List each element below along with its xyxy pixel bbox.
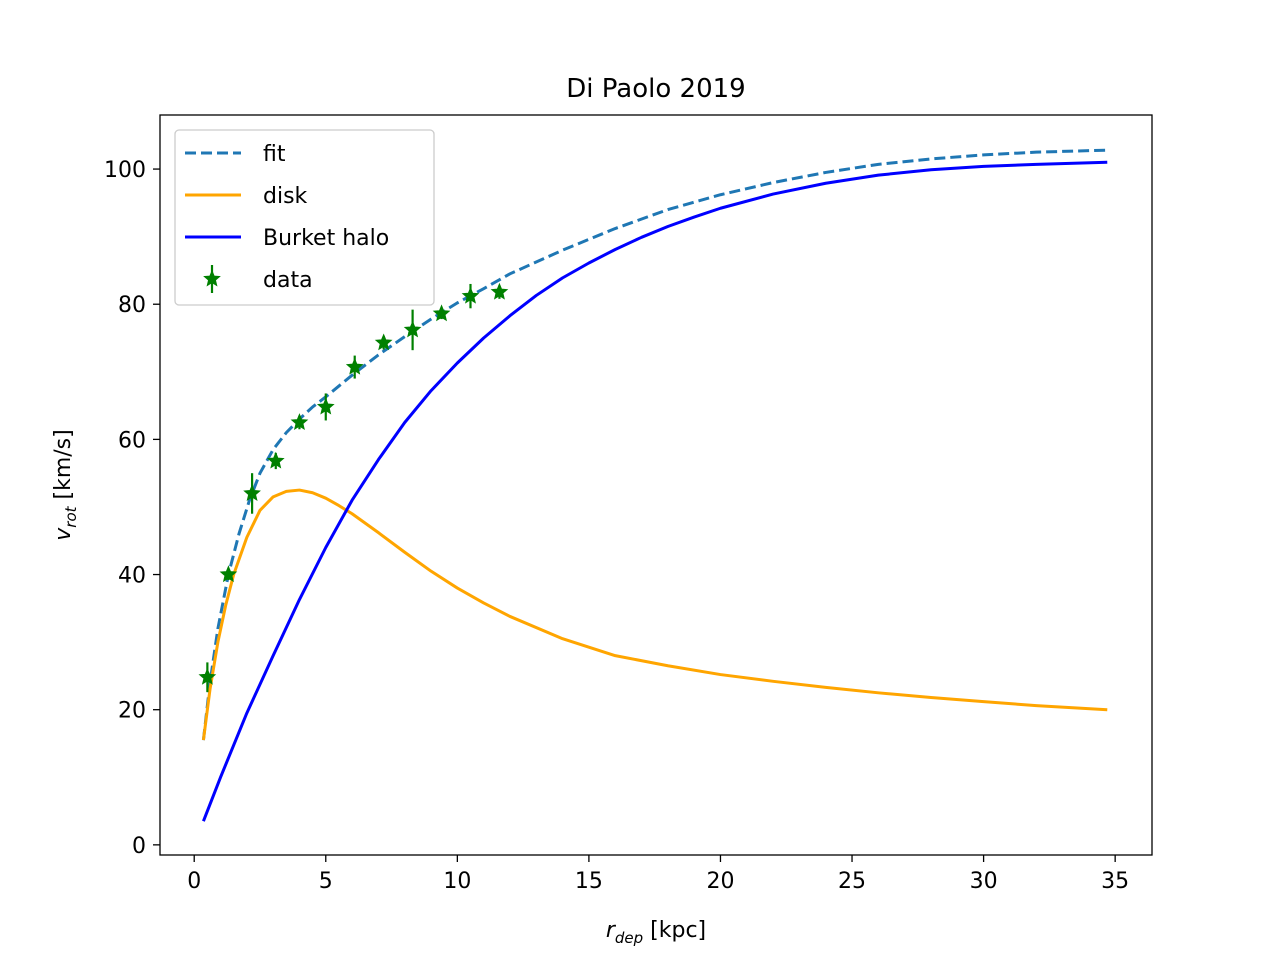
x-axis: 0 5 10 15 20 25 30 35 xyxy=(187,855,1129,894)
series-burket-halo-line xyxy=(202,160,1108,822)
plot-series-layer xyxy=(198,148,1108,822)
y-tick-label: 60 xyxy=(118,428,146,453)
data-point xyxy=(198,667,217,685)
y-tick-label: 80 xyxy=(118,293,146,318)
legend-label: fit xyxy=(263,142,286,167)
legend-label: data xyxy=(263,268,313,293)
y-axis-label: vrot [km/s] xyxy=(51,429,80,540)
legend-marker xyxy=(203,269,221,287)
data-point xyxy=(243,484,261,501)
series-disk-line xyxy=(201,488,1108,741)
data-point xyxy=(403,320,422,338)
legend-entry-data: data xyxy=(203,265,313,293)
y-tick-label: 0 xyxy=(132,834,146,859)
x-tick-label: 5 xyxy=(319,869,333,894)
x-tick-label: 0 xyxy=(187,869,201,894)
data-point xyxy=(345,357,364,375)
legend-frame xyxy=(174,129,435,306)
legend-label: Burket halo xyxy=(263,226,389,251)
data-point xyxy=(374,333,393,351)
x-axis-label: rdep [kpc] xyxy=(606,918,706,947)
data-point xyxy=(432,304,451,322)
data-point xyxy=(316,397,335,415)
y-tick-label: 20 xyxy=(118,699,146,724)
y-axis: 0 20 40 60 80 100 xyxy=(104,158,160,859)
chart-title: Di Paolo 2019 xyxy=(566,74,745,104)
legend-entry-burket-halo: Burket halo xyxy=(185,226,389,251)
data-point xyxy=(490,282,509,300)
legend-entry-fit: fit xyxy=(185,142,286,167)
x-tick-label: 30 xyxy=(970,869,998,894)
legend-entry-disk: disk xyxy=(185,184,308,209)
data-point xyxy=(266,451,285,469)
y-tick-label: 40 xyxy=(118,564,146,589)
data-point xyxy=(461,286,480,304)
x-tick-label: 15 xyxy=(575,869,603,894)
x-tick-label: 20 xyxy=(706,869,734,894)
y-tick-label: 100 xyxy=(104,158,146,183)
data-point xyxy=(290,413,309,431)
data-point xyxy=(219,565,238,583)
legend-label: disk xyxy=(263,184,308,209)
x-tick-label: 35 xyxy=(1101,869,1129,894)
series-data-markers xyxy=(198,282,509,693)
legend: fit disk Burket halo data xyxy=(174,129,435,306)
plot-frame xyxy=(159,114,1153,856)
x-tick-label: 25 xyxy=(838,869,866,894)
x-tick-label: 10 xyxy=(443,869,471,894)
